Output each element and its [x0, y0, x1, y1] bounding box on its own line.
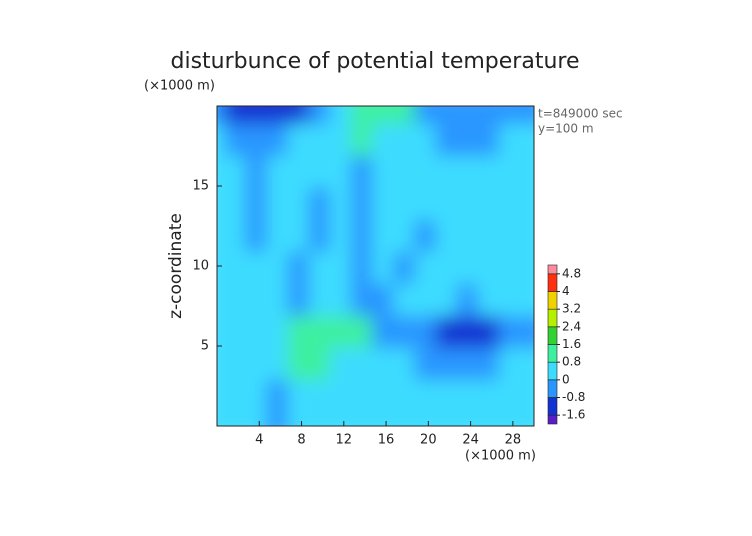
annotation: y=100 m — [538, 122, 594, 136]
field-cells — [217, 106, 534, 426]
x-tick-label: 4 — [255, 433, 263, 448]
colorbar-box — [547, 344, 558, 363]
y-tick-label: 5 — [201, 339, 209, 354]
colorbar-box — [547, 308, 558, 328]
colorbar-label: -0.8 — [562, 390, 585, 404]
field — [217, 106, 534, 426]
colorbar-box — [547, 361, 558, 381]
x-tick-label: 8 — [297, 433, 305, 448]
chart-title: disturbunce of potential temperature — [171, 49, 580, 74]
x-tick-label: 20 — [420, 433, 437, 448]
colorbar-label: 3.2 — [562, 302, 581, 316]
x-unit: (×1000 m) — [465, 449, 536, 464]
x-tick-label: 12 — [336, 433, 353, 448]
colorbar-label: -1.6 — [562, 408, 585, 422]
colorbar-box — [547, 264, 558, 275]
x-tick-label: 24 — [462, 433, 479, 448]
y-tick-label: 10 — [192, 259, 209, 274]
x-tick-label: 16 — [378, 433, 395, 448]
x-tick-label: 28 — [505, 433, 522, 448]
colorbar-box — [547, 273, 558, 292]
colorbar-label: 0.8 — [562, 355, 581, 369]
colorbar-box — [547, 379, 558, 398]
annotation: t=849000 sec — [538, 107, 623, 121]
colorbar-label: 0 — [562, 372, 570, 386]
y-unit: (×1000 m) — [144, 79, 215, 94]
colorbar-box — [547, 397, 558, 416]
y-axis-label: z-coordinate — [166, 213, 186, 319]
field-cell — [498, 380, 534, 426]
colorbar-label: 1.6 — [562, 337, 581, 351]
colorbar-label: 2.4 — [562, 319, 581, 333]
colorbar-box — [547, 326, 558, 345]
y-tick-label: 15 — [192, 179, 209, 194]
colorbar-label: 4 — [562, 284, 570, 298]
colorbar-label: 4.8 — [562, 266, 581, 280]
colorbar-box — [547, 414, 558, 425]
colorbar-box — [547, 291, 558, 310]
